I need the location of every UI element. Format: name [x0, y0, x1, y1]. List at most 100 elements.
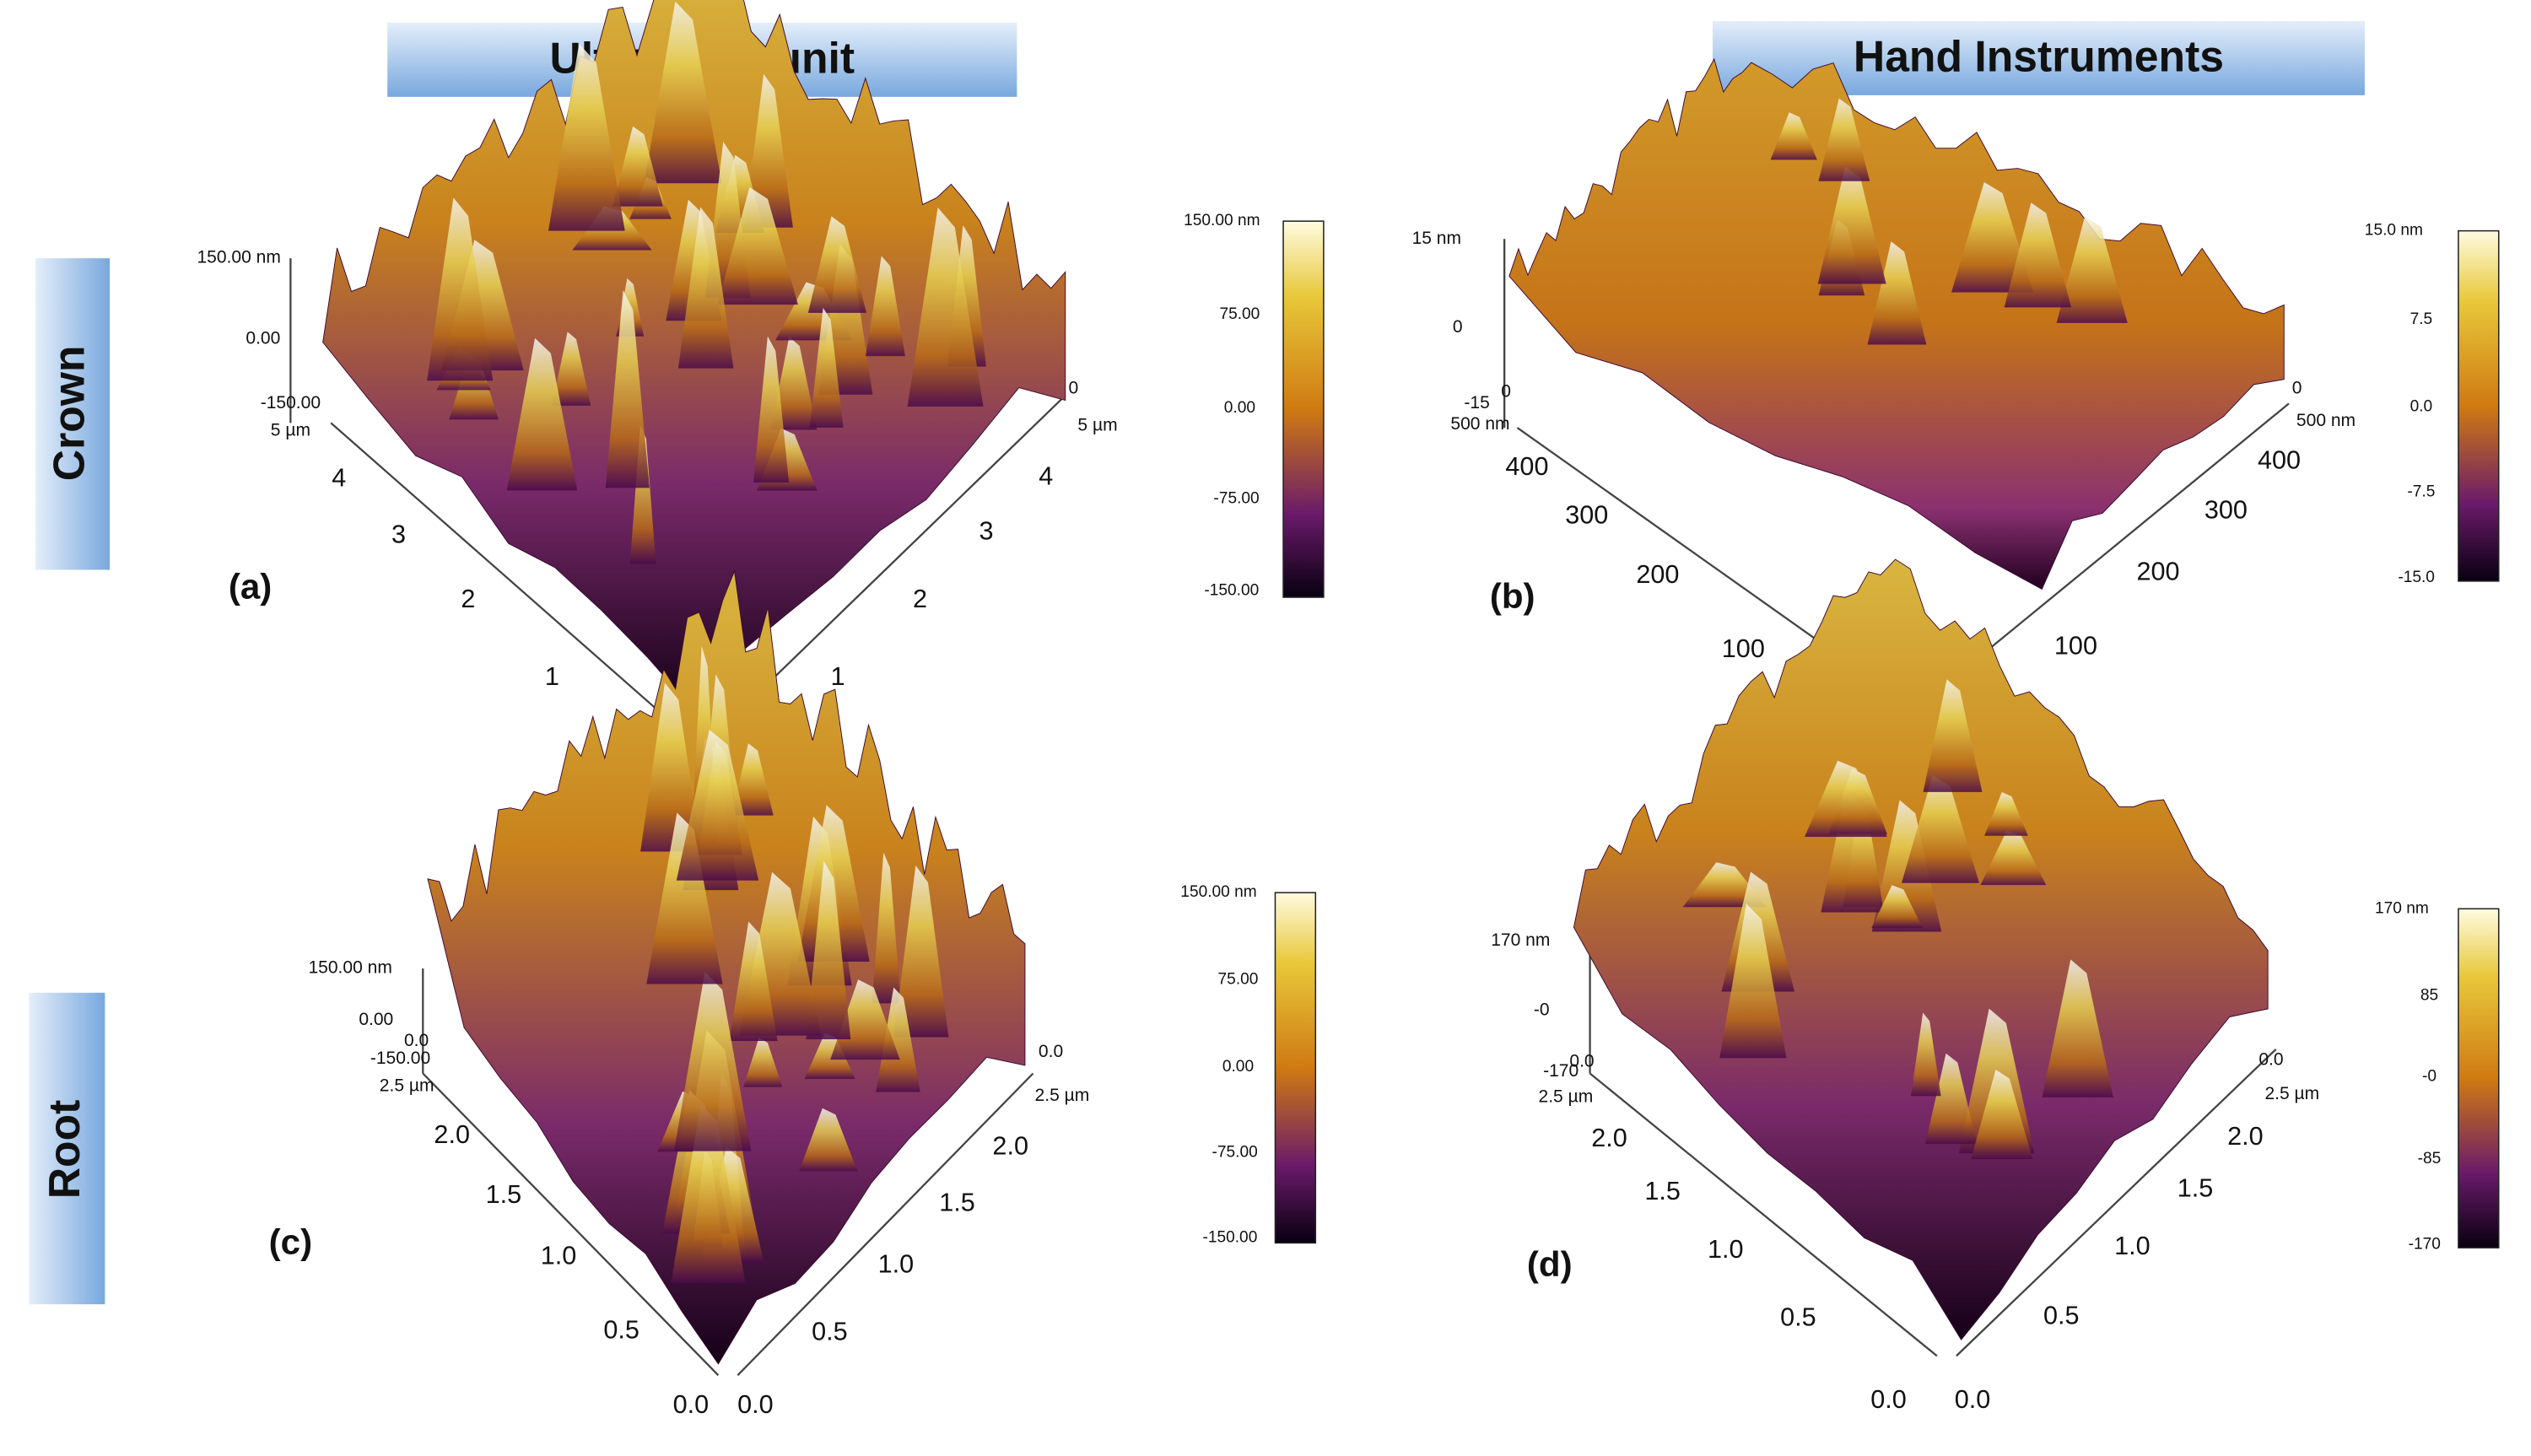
axis-tick-label: 2.0 — [1591, 1124, 1627, 1152]
surface-peak — [676, 729, 759, 881]
colorbar-label: -150.00 — [1202, 1229, 1257, 1247]
panel-label: (c) — [269, 1221, 312, 1261]
axis-tick-label: 3 — [979, 517, 993, 546]
surface-peak — [1770, 112, 1817, 160]
surface-peak — [1821, 791, 1883, 913]
surface-peak — [673, 971, 752, 1151]
surface-peak — [629, 424, 656, 564]
surface-peak — [1867, 241, 1927, 345]
axis-tick-label: 2 — [461, 585, 475, 613]
surface-peak — [605, 289, 650, 488]
axis-tick-label: 300 — [1565, 500, 1608, 529]
surface-peak — [1980, 830, 2047, 886]
colorbar-label: 0.0 — [2410, 397, 2433, 415]
surface-peak — [753, 336, 790, 483]
colorbar-label: -85 — [2418, 1150, 2442, 1167]
colorbar — [2458, 908, 2500, 1248]
colorbar-label: 7.5 — [2410, 310, 2433, 328]
colorbar-label: 0.00 — [1222, 1058, 1254, 1076]
surface-peak — [743, 73, 793, 228]
axis-tick-label: 0.5 — [812, 1318, 848, 1346]
row-header: Crown — [45, 346, 94, 482]
colorbar-label: 75.00 — [1219, 305, 1260, 323]
surface-peak — [717, 186, 798, 305]
colorbar-label: -170 — [2409, 1235, 2441, 1253]
z-axis-label: -170 — [1543, 1061, 1579, 1081]
colorbar-label: -150.00 — [1204, 581, 1259, 599]
surface-peak — [804, 1033, 855, 1079]
axis-tick-label: 100 — [2054, 631, 2097, 660]
axis-tick-label: 0.5 — [1780, 1302, 1816, 1331]
colorbar-label: 15.0 nm — [2365, 222, 2423, 240]
surface-peak — [743, 1038, 783, 1087]
axis-tick-label: 0.5 — [603, 1316, 639, 1345]
row-header-box — [35, 258, 111, 570]
surface-peak — [1901, 775, 1979, 883]
surface-peak — [866, 256, 905, 357]
axis-line — [330, 422, 692, 741]
surface — [427, 569, 1026, 1365]
axis-tick-label: 1.5 — [2178, 1173, 2214, 1202]
surface-peak — [644, 1, 722, 184]
surface-peak — [907, 207, 984, 407]
z-axis-label: 5 µm — [271, 420, 310, 439]
axis-tick-label: 1 — [830, 662, 845, 691]
surface-peak — [1923, 679, 1983, 792]
panel-label: (a) — [229, 567, 272, 607]
surface-peak — [671, 1103, 746, 1283]
axis-tick-label: 1.5 — [1644, 1177, 1681, 1205]
axis-tick-label: 1.0 — [878, 1249, 915, 1278]
surface-peak — [770, 337, 818, 430]
axis-tick-label: 0.0 — [1955, 1385, 1991, 1414]
axis-tick-label: 0.0 — [1870, 1385, 1907, 1414]
colorbar-label: -75.00 — [1213, 489, 1259, 507]
axis-tick-label: 3 — [391, 520, 406, 548]
axis-tick-label: 400 — [2258, 445, 2301, 474]
z-axis-label: -0 — [1534, 1000, 1550, 1019]
z-axis-label: 0.0 — [404, 1031, 429, 1050]
surface-peak — [2056, 216, 2128, 323]
surface-peak — [677, 207, 734, 369]
z-axis-label: 150.00 nm — [197, 248, 280, 267]
surface-peak — [876, 987, 920, 1092]
axis-tick-label: 1 — [545, 662, 559, 691]
axis-tick-label: 0 — [2292, 379, 2302, 398]
axis-tick-label: 0.5 — [2043, 1302, 2080, 1330]
colorbar-label: -75.00 — [1212, 1143, 1258, 1161]
z-axis-label: 170 nm — [1491, 930, 1550, 950]
axis-tick-label: 4 — [1039, 461, 1053, 490]
axis-tick-label: 200 — [2136, 557, 2179, 585]
surface-peak — [1910, 1012, 1941, 1097]
colorbar-label: 170 nm — [2375, 899, 2429, 917]
surface-peak — [729, 921, 778, 1041]
surface-peak — [640, 682, 702, 852]
axis-tick-label: 2.0 — [2227, 1122, 2264, 1151]
axis-tick-label: 2.5 µm — [1035, 1086, 1090, 1105]
surface-peak — [646, 812, 723, 984]
z-axis-label: 0 — [1453, 317, 1463, 337]
axis-line — [422, 1072, 720, 1377]
surface-peak — [799, 1108, 858, 1172]
axis-tick-label: 500 nm — [2296, 411, 2356, 430]
z-axis-label: 2.5 µm — [380, 1076, 434, 1095]
colorbar-label: -7.5 — [2407, 483, 2435, 501]
z-axis-label: 0.00 — [246, 328, 280, 348]
surface-peak — [552, 332, 591, 406]
surface-peak — [893, 865, 949, 1038]
axis-tick-label: 0 — [1068, 379, 1078, 398]
surface-peak — [427, 197, 494, 381]
surface-peak — [1971, 1069, 2033, 1159]
axis-tick-label: 0.0 — [2258, 1050, 2283, 1070]
surface-peak — [1984, 791, 2028, 836]
surface-peak — [807, 216, 866, 313]
surface-peak — [2004, 202, 2072, 308]
surface-peak — [1951, 181, 2033, 293]
surface-peak — [2042, 959, 2113, 1097]
colorbar — [1274, 892, 1317, 1244]
axis-tick-label: 0.0 — [1039, 1042, 1063, 1061]
surface-peak — [1805, 760, 1887, 837]
row-header: Root — [40, 1100, 89, 1200]
axis-tick-label: 300 — [2205, 496, 2248, 525]
